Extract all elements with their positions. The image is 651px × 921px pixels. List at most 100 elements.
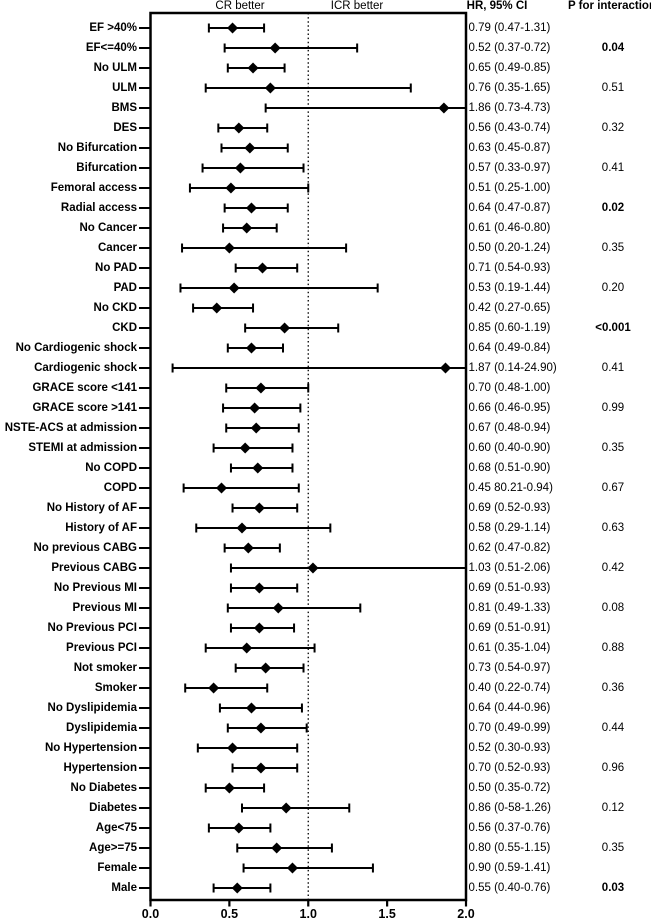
- hr-diamond: [250, 422, 262, 434]
- row-label: No History of AF: [47, 502, 137, 514]
- row-label: GRACE score <141: [32, 382, 137, 394]
- hr-diamond: [227, 742, 239, 754]
- hr-diamond: [257, 262, 269, 274]
- hr-ci-text: 0.85 (0.60-1.19): [469, 322, 551, 334]
- hr-ci-text: 0.66 (0.46-0.95): [469, 402, 551, 414]
- hr-diamond: [242, 542, 254, 554]
- hr-ci-text: 0.68 (0.51-0.90): [469, 462, 551, 474]
- row-label: Previous CABG: [51, 562, 137, 574]
- row-label: No Previous MI: [54, 582, 137, 594]
- hr-diamond: [215, 482, 227, 494]
- hr-diamond: [231, 882, 243, 894]
- hr-ci-text: 0.55 (0.40-0.76): [469, 882, 551, 894]
- p-value-text: 0.35: [602, 242, 624, 254]
- hr-ci-text: 0.50 (0.35-0.72): [469, 782, 551, 794]
- hr-ci-text: 0.64 (0.47-0.87): [469, 202, 551, 214]
- hr-diamond: [253, 582, 265, 594]
- p-value-text: 0.63: [602, 522, 624, 534]
- hr-ci-text: 0.61 (0.35-1.04): [469, 642, 551, 654]
- row-label: Male: [111, 882, 137, 894]
- hr-ci-text: 0.61 (0.46-0.80): [469, 222, 551, 234]
- row-label: No ULM: [94, 62, 137, 74]
- hr-ci-text: 0.63 (0.45-0.87): [469, 142, 551, 154]
- hr-diamond: [247, 62, 259, 74]
- x-axis-tick-label: 0.0: [142, 907, 159, 921]
- hr-diamond: [252, 462, 264, 474]
- hr-diamond: [245, 702, 257, 714]
- hr-ci-text: 0.56 (0.37-0.76): [469, 822, 551, 834]
- p-value-text: 0.41: [602, 162, 624, 174]
- p-value-text: 0.67: [602, 482, 624, 494]
- hr-ci-text: 0.79 (0.47-1.31): [469, 22, 551, 34]
- hr-ci-text: 0.67 (0.48-0.94): [469, 422, 551, 434]
- hr-diamond: [244, 142, 256, 154]
- hr-ci-text: 0.80 (0.55-1.15): [469, 842, 551, 854]
- row-label: Bifurcation: [76, 162, 137, 174]
- hr-diamond: [264, 82, 276, 94]
- row-label: No previous CABG: [33, 542, 137, 554]
- p-value-text: <0.001: [595, 322, 631, 334]
- row-label: EF >40%: [89, 22, 137, 34]
- p-value-text: 0.32: [602, 122, 624, 134]
- p-value-text: 0.99: [602, 402, 624, 414]
- hr-ci-text: 0.71 (0.54-0.93): [469, 262, 551, 274]
- hr-diamond: [249, 402, 261, 414]
- hr-ci-text: 0.81 (0.49-1.33): [469, 602, 551, 614]
- p-value-text: 0.04: [602, 42, 625, 54]
- row-label: No Hypertension: [45, 742, 137, 754]
- hr-diamond: [234, 162, 246, 174]
- hr-diamond: [239, 442, 251, 454]
- hr-ci-text: 0.62 (0.47-0.82): [469, 542, 551, 554]
- p-value-text: 0.42: [602, 562, 624, 574]
- row-label: Cancer: [98, 242, 138, 254]
- hr-diamond: [241, 642, 253, 654]
- hr-diamond: [245, 202, 257, 214]
- row-label: Radial access: [61, 202, 137, 214]
- hr-ci-text: 0.90 (0.59-1.41): [469, 862, 551, 874]
- hr-diamond: [271, 842, 283, 854]
- row-label: Age<75: [96, 822, 138, 834]
- row-label: Hypertension: [64, 762, 138, 774]
- hr-ci-text: 0.76 (0.35-1.65): [469, 82, 551, 94]
- hr-diamond: [260, 662, 272, 674]
- hr-ci-text: 0.86 (0-58-1.26): [469, 802, 552, 814]
- p-value-text: 0.35: [602, 442, 624, 454]
- row-label: Previous MI: [72, 602, 137, 614]
- p-value-text: 0.41: [602, 362, 624, 374]
- hr-diamond: [223, 242, 235, 254]
- row-label: Age>=75: [89, 842, 138, 854]
- hr-ci-text: 0.58 (0.29-1.14): [469, 522, 551, 534]
- hr-ci-text: 0.56 (0.43-0.74): [469, 122, 551, 134]
- row-label: BMS: [111, 102, 137, 114]
- hr-ci-text: 0.70 (0.52-0.93): [469, 762, 551, 774]
- row-label: Dyslipidemia: [66, 722, 138, 734]
- row-label: No PAD: [95, 262, 137, 274]
- hr-ci-text: 0.50 (0.20-1.24): [469, 242, 551, 254]
- p-value-text: 0.02: [602, 202, 624, 214]
- column-header-hr-95ci: HR, 95% CI: [466, 0, 528, 12]
- hr-diamond: [208, 682, 220, 694]
- hr-ci-text: 0.40 (0.22-0.74): [469, 682, 551, 694]
- row-label: No Bifurcation: [58, 142, 137, 154]
- p-value-text: 0.51: [602, 82, 624, 94]
- hr-diamond: [253, 502, 265, 514]
- row-label: Female: [97, 862, 137, 874]
- column-header-p-interaction: P for interaction: [568, 0, 651, 12]
- hr-ci-text: 1.86 (0.73-4.73): [469, 102, 551, 114]
- row-label: EF<=40%: [86, 42, 137, 54]
- p-value-text: 0.35: [602, 842, 624, 854]
- row-label: Smoker: [95, 682, 138, 694]
- row-label: PAD: [114, 282, 137, 294]
- p-value-text: 0.36: [602, 682, 624, 694]
- row-label: DES: [113, 122, 137, 134]
- hr-diamond: [236, 522, 248, 534]
- hr-diamond: [245, 342, 257, 354]
- hr-diamond: [233, 822, 245, 834]
- hr-diamond: [228, 282, 240, 294]
- x-axis-tick-label: 2.0: [457, 907, 474, 921]
- p-value-text: 0.08: [602, 602, 624, 614]
- row-label: CKD: [112, 322, 137, 334]
- p-value-text: 0.12: [602, 802, 624, 814]
- hr-diamond: [233, 122, 245, 134]
